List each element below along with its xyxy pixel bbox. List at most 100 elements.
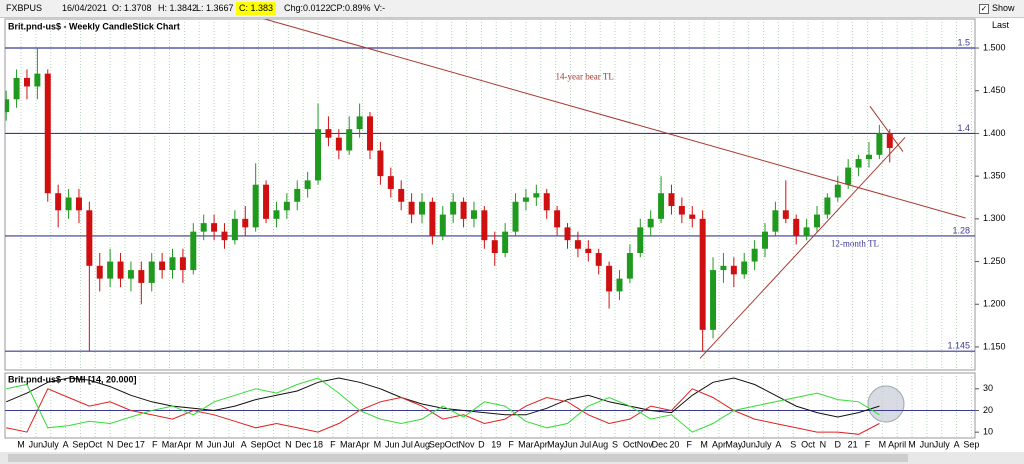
x-tick-label: May: [547, 439, 565, 449]
x-tick-label: M: [17, 439, 25, 449]
candle-body: [408, 201, 415, 215]
highlight-ellipse: [867, 385, 905, 423]
x-tick-label: April: [888, 439, 906, 449]
y-tick-label: 30: [983, 383, 993, 393]
candle-body: [377, 150, 384, 177]
candle-body: [491, 240, 498, 253]
candle-body: [834, 184, 841, 198]
x-tick-label: 17: [135, 439, 145, 449]
y-tick-label: 1.200: [983, 299, 1006, 309]
candle-body: [564, 227, 571, 241]
candle-body: [200, 223, 207, 232]
x-tick-label: Jun: [563, 439, 578, 449]
x-tick-label: Apr: [712, 439, 726, 449]
close: C: 1.383: [236, 2, 277, 15]
candle-body: [710, 270, 717, 330]
level-label: 1.28: [952, 225, 970, 235]
chart-title: Brit.pnd-us$ - Weekly CandleStick Chart: [8, 21, 180, 31]
candle-body: [356, 116, 363, 130]
x-tick-label: F: [865, 439, 871, 449]
x-tick-label: Sep: [963, 439, 979, 449]
candle-body: [117, 261, 124, 279]
volume: V:-: [374, 3, 386, 13]
change: Chg:0.0122: [284, 3, 331, 13]
x-tick-label: Jun: [207, 439, 222, 449]
y-tick-label: 10: [983, 427, 993, 437]
candle-body: [460, 201, 467, 219]
change-percent: CP:0.89%: [330, 3, 371, 13]
candle-body: [273, 210, 280, 219]
candle-body: [138, 270, 145, 283]
candle-body: [699, 218, 706, 330]
candle-body: [263, 184, 270, 219]
candle-body: [450, 201, 457, 215]
show-last-checkbox[interactable]: ✓: [979, 4, 989, 14]
y-tick-label: 20: [983, 405, 993, 415]
trendline-label: 12-month TL: [831, 238, 879, 248]
candle-body: [179, 257, 186, 271]
toolbar: FXBPUS 16/04/2021 O: 1.3708 H: 1.3842 L:…: [0, 0, 1024, 30]
date: 16/04/2021: [62, 3, 108, 13]
x-tick-label: Aug: [414, 439, 430, 449]
candle-body: [772, 210, 779, 232]
candle-body: [533, 193, 540, 198]
x-tick-label: Aug: [592, 439, 608, 449]
candle-body: [595, 253, 602, 266]
x-tick-label: Mar: [162, 439, 178, 449]
x-tick-label: F: [687, 439, 693, 449]
x-tick-label: Jul: [401, 439, 413, 449]
candle-body: [606, 265, 613, 292]
x-tick-label: Oct: [266, 439, 281, 449]
x-tick-label: Nov: [637, 439, 654, 449]
show-last-label[interactable]: Show Last: [992, 3, 1015, 30]
candle-body: [512, 201, 519, 232]
x-tick-label: D: [835, 439, 842, 449]
candle-body: [44, 73, 51, 194]
y-tick-label: 1.250: [983, 256, 1006, 266]
candle-body: [398, 188, 405, 202]
x-tick-label: A: [954, 439, 960, 449]
level-label: 1.5: [957, 37, 970, 47]
candle-body: [668, 193, 675, 207]
candle-body: [689, 214, 696, 219]
candle-body: [325, 129, 332, 138]
x-tick-label: Jul: [580, 439, 592, 449]
candle-body: [813, 214, 820, 228]
candle-body: [221, 231, 228, 241]
candle-body: [470, 210, 477, 219]
x-tick-label: Dec: [295, 439, 312, 449]
y-tick-label: 1.150: [983, 341, 1006, 351]
trendline: [699, 137, 906, 359]
candle-body: [803, 227, 810, 236]
candle-body: [242, 218, 249, 228]
x-tick-label: Oct: [88, 439, 103, 449]
scroll-thumb[interactable]: [8, 454, 908, 462]
x-tick-label: July: [756, 439, 773, 449]
x-tick-label: D: [478, 439, 485, 449]
x-tick-label: Jun: [29, 439, 44, 449]
candle-body: [346, 129, 353, 151]
price-plot: [5, 19, 975, 370]
x-tick-label: Dec: [117, 439, 134, 449]
x-tick-label: F: [330, 439, 336, 449]
candle-body: [543, 193, 550, 211]
candle-body: [304, 180, 311, 189]
low: L: 1.3667: [196, 3, 234, 13]
candle-body: [502, 231, 509, 253]
axes: M Jun July A Sep Oct N Dec 17 F Mar Apr M Jun Jul A Sep O…: [17, 37, 1005, 449]
dmi-line: [6, 377, 880, 418]
x-tick-label: N: [820, 439, 827, 449]
x-tick-label: Sep: [251, 439, 267, 449]
candle-body: [107, 261, 114, 279]
candle-body: [367, 116, 374, 151]
x-tick-label: N: [285, 439, 292, 449]
candle-body: [23, 77, 30, 87]
x-tick-label: F: [508, 439, 514, 449]
candle-body: [231, 218, 238, 241]
candle-body: [335, 137, 342, 151]
x-tick-label: Apr: [534, 439, 548, 449]
x-tick-label: Sep: [72, 439, 88, 449]
x-tick-label: Oct: [801, 439, 816, 449]
x-tick-label: Jun: [385, 439, 400, 449]
